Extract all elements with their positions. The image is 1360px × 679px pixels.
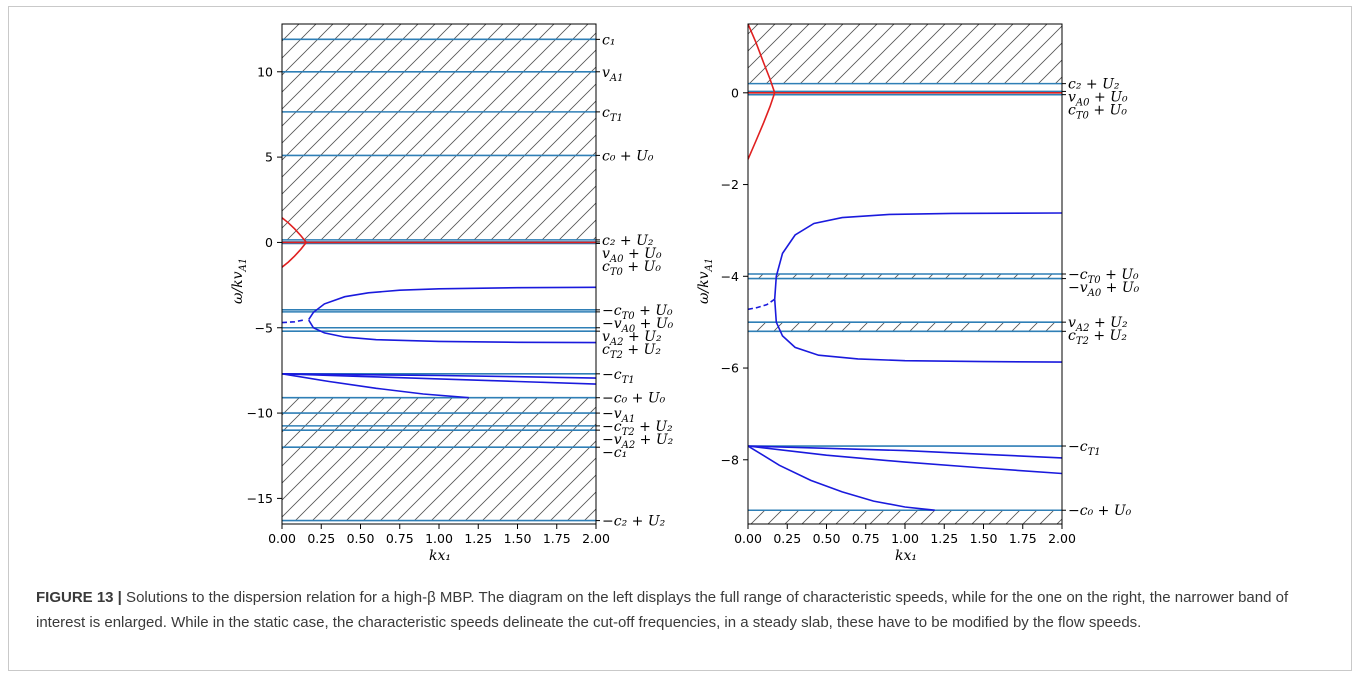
left-speed-label: −c₀ + U₀	[602, 391, 666, 407]
figure-frame	[8, 6, 1352, 671]
left-speed-label: −c₁	[602, 445, 627, 461]
right-x-tick-label: 2.00	[1048, 531, 1076, 546]
right-solution-curve-2	[773, 212, 1062, 300]
left-speed-label: −c₂ + U₂	[602, 514, 666, 530]
right-solution-curve-5	[748, 445, 1062, 459]
left-y-tick-label: −5	[255, 320, 273, 335]
left-speed-label: c₀ + U₀	[602, 148, 654, 164]
left-y-tick-label: 5	[265, 150, 273, 165]
left-solution-curve-4	[282, 318, 306, 324]
right-y-tick-label: −6	[721, 361, 739, 376]
right-y-tick-label: 0	[731, 85, 739, 100]
left-x-axis-label: kx₁	[429, 548, 451, 564]
right-speed-label: c₂ + U₂	[1068, 77, 1120, 93]
right-x-tick-label: 0.50	[813, 531, 841, 546]
right-solution-curve-3	[773, 299, 1062, 363]
right-speed-label: −c₀ + U₀	[1068, 503, 1132, 519]
right-panel: 0.00 0.25 0.50 0.75 1.00 1.25 1.50 1.75 2.00 0 −2 −…	[696, 23, 1140, 564]
left-x-tick-label: 2.00	[582, 531, 610, 546]
right-x-tick-label: 1.25	[930, 531, 958, 546]
right-y-axis-label: ω/kvA1	[696, 258, 715, 304]
caption-text: Solutions to the dispersion relation for…	[36, 589, 1289, 631]
figure-label: FIGURE 13 |	[36, 589, 122, 606]
left-solution-curve-7	[282, 373, 469, 399]
left-x-tick-label: 0.25	[307, 531, 335, 546]
left-x-tick-label: 0.50	[347, 531, 375, 546]
right-hatched-band-3	[748, 510, 1062, 524]
right-x-tick-label: 1.75	[1009, 531, 1037, 546]
right-solution-curve-4	[748, 298, 776, 311]
figure-canvas: 0.00 0.25 0.50 0.75 1.00 1.25 1.50 1.75 2.00 10 5 0…	[230, 23, 1140, 564]
right-y-tick-label: −8	[721, 452, 739, 467]
right-hatched-band-0	[748, 24, 1062, 84]
right-speed-label: cT2 + U₂	[1068, 328, 1127, 347]
left-y-tick-label: 10	[257, 64, 273, 79]
right-y-tick-label: −2	[721, 177, 739, 192]
left-solution-curve-5	[282, 373, 596, 379]
left-speed-label: −cT0 + U₀	[602, 303, 673, 322]
left-panel: 0.00 0.25 0.50 0.75 1.00 1.25 1.50 1.75 2.00 10 5 0…	[230, 23, 674, 564]
left-x-tick-label: 1.00	[425, 531, 453, 546]
left-solution-curve-6	[282, 373, 596, 385]
right-x-tick-label: 0.75	[852, 531, 880, 546]
left-hatched-band-0	[282, 24, 596, 241]
left-x-tick-label: 1.25	[464, 531, 492, 546]
right-speed-label: vA0 + U₀	[1068, 90, 1128, 109]
left-y-tick-label: −10	[247, 406, 273, 421]
figure-caption: FIGURE 13 | Solutions to the dispersion …	[36, 585, 1326, 635]
right-speed-label: −cT1	[1068, 439, 1101, 458]
left-y-axis-label: ω/kvA1	[230, 258, 249, 304]
right-x-tick-label: 0.00	[734, 531, 762, 546]
right-speed-label: −vA0 + U₀	[1068, 280, 1140, 299]
left-y-tick-label: 0	[265, 235, 273, 250]
left-hatched-band-1	[282, 397, 596, 521]
left-x-tick-label: 1.50	[504, 531, 532, 546]
right-hatched-band-2	[748, 322, 1062, 332]
left-x-tick-label: 0.75	[386, 531, 414, 546]
right-solution-curve-6	[748, 445, 1062, 475]
left-speed-label: −vA1	[602, 406, 635, 425]
left-speed-label: vA1	[602, 65, 624, 84]
right-y-tick-label: −4	[721, 269, 739, 284]
right-plot-area	[748, 24, 1062, 524]
right-x-tick-label: 0.25	[773, 531, 801, 546]
left-solution-curve-2	[308, 286, 596, 321]
left-solution-curve-3	[308, 319, 596, 344]
left-speed-label: vA0 + U₀	[602, 246, 662, 265]
left-speed-label: c₁	[602, 32, 615, 48]
right-solution-curve-7	[748, 445, 935, 511]
right-x-axis-label: kx₁	[895, 548, 917, 564]
left-speed-label: c₂ + U₂	[602, 233, 654, 249]
left-speed-label: −cT2 + U₂	[602, 419, 673, 438]
right-hatched-band-1	[748, 274, 1062, 279]
right-speed-label: vA2 + U₂	[1068, 315, 1128, 334]
left-plot-area	[282, 24, 596, 522]
left-speed-label: −vA2 + U₂	[602, 432, 674, 451]
right-speed-label: −cT0 + U₀	[1068, 267, 1139, 286]
left-speed-label: cT0 + U₀	[602, 259, 661, 278]
left-speed-label: cT1	[602, 105, 623, 124]
left-speed-label: vA2 + U₂	[602, 329, 662, 348]
right-speed-label: cT0 + U₀	[1068, 103, 1127, 122]
left-speed-label: cT2 + U₂	[602, 342, 661, 361]
left-x-tick-label: 0.00	[268, 531, 296, 546]
right-x-tick-label: 1.50	[970, 531, 998, 546]
right-x-tick-label: 1.00	[891, 531, 919, 546]
left-x-tick-label: 1.75	[543, 531, 571, 546]
left-y-tick-label: −15	[247, 491, 273, 506]
left-speed-label: −vA0 + U₀	[602, 316, 674, 335]
left-speed-label: −cT1	[602, 367, 635, 386]
